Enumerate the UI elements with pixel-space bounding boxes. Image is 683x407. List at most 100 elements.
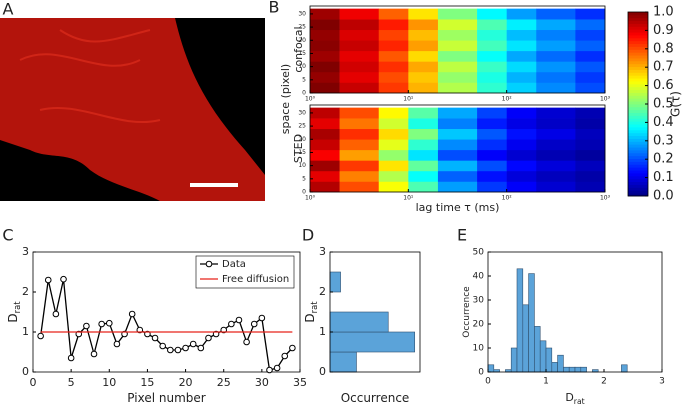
x-tick-label: 10 xyxy=(102,376,116,389)
heatmap-cell xyxy=(437,128,478,140)
data-point xyxy=(273,364,281,372)
heatmap-cell xyxy=(339,40,380,52)
x-axis-label: lag time τ (ms) xyxy=(416,201,500,214)
x-tick-label: 25 xyxy=(217,376,231,389)
label-text: D xyxy=(565,391,573,404)
heatmap-cell xyxy=(536,71,576,83)
heatmap-cell xyxy=(408,170,439,182)
heatmap-cell xyxy=(536,19,576,31)
data-point xyxy=(228,320,235,328)
scale-bar xyxy=(190,183,238,187)
colorbar-tick-label: 0.2 xyxy=(653,152,674,167)
x-tick-label: 2 xyxy=(601,377,607,387)
colorbar-slice xyxy=(628,144,648,148)
heatmap-cell xyxy=(477,19,507,31)
heatmap-cell xyxy=(310,40,340,52)
colorbar-slice xyxy=(628,178,648,183)
heatmap-cell xyxy=(339,107,380,119)
colorbar-slice xyxy=(628,32,648,36)
data-point xyxy=(205,334,212,342)
heatmap-cell xyxy=(575,170,606,182)
x-tick-label: 30 xyxy=(255,376,269,389)
colorbar-slice xyxy=(628,40,648,45)
histogram-bar xyxy=(563,366,570,373)
heatmap-cell xyxy=(378,149,409,161)
colorbar-slice xyxy=(628,147,648,151)
colorbar-slice xyxy=(628,138,648,142)
heatmap-cell xyxy=(536,149,576,161)
colorbar-slice xyxy=(628,132,648,137)
colorbar-slice xyxy=(628,170,648,174)
colorbar-slice xyxy=(628,78,648,82)
y-tick-label: 3 xyxy=(22,245,29,258)
colorbar-slice xyxy=(628,167,648,171)
heatmap-cell xyxy=(477,181,507,193)
x-tick-label: 10² xyxy=(502,195,513,202)
heatmap-cell xyxy=(477,107,507,119)
heatmap-cell xyxy=(339,160,380,172)
legend-label: Free diffusion xyxy=(222,274,289,285)
data-point xyxy=(52,310,60,318)
y-tick-label: 1 xyxy=(22,325,29,338)
heatmap-cell xyxy=(437,29,478,41)
colorbar-slice xyxy=(628,89,648,93)
data-point xyxy=(128,310,136,318)
colorbar-slice xyxy=(628,193,648,197)
heatmap-cell xyxy=(310,181,340,193)
histogram-bar xyxy=(329,331,416,353)
label-text: Pixel number xyxy=(127,391,205,405)
heatmap-cell xyxy=(408,181,439,193)
colorbar-slice xyxy=(628,52,648,56)
heatmap-cell xyxy=(437,19,478,31)
heatmap-cell xyxy=(575,8,606,20)
colorbar-slice xyxy=(628,161,648,165)
y-tick-label: 15 xyxy=(298,149,306,156)
heatmap-cell xyxy=(506,139,537,151)
heatmap-cell xyxy=(506,8,537,20)
label-subscript: rat xyxy=(12,301,22,314)
heatmap-cell xyxy=(506,19,537,31)
colorbar-tick-label: 0.7 xyxy=(653,60,674,75)
heatmap-cell xyxy=(310,118,340,130)
heatmap-cell xyxy=(378,50,409,62)
colorbar-slice xyxy=(628,175,648,180)
heatmap-cell xyxy=(477,71,507,83)
heatmap-cell xyxy=(378,40,409,52)
y-tick-label: 20 xyxy=(473,320,485,330)
label-text: Occurrence xyxy=(462,286,472,338)
axes-frame xyxy=(309,104,606,193)
histogram-bar xyxy=(568,366,576,373)
histogram-bar xyxy=(574,366,582,373)
heatmap-cell xyxy=(310,50,340,62)
heatmap-cell xyxy=(437,8,478,20)
histogram-bar xyxy=(329,351,357,373)
heatmap-cell xyxy=(575,181,606,193)
heatmap-cell xyxy=(408,50,439,62)
panel-label: E xyxy=(457,226,467,245)
y-tick-label: 25 xyxy=(298,123,306,130)
y-axis-label: Drat xyxy=(6,301,22,323)
colorbar-slice xyxy=(628,118,648,122)
heatmap-cell xyxy=(477,8,507,20)
x-tick-label: 20 xyxy=(179,376,193,389)
heatmap-cell xyxy=(506,71,537,83)
colorbar-slice xyxy=(628,121,648,125)
data-point xyxy=(281,352,289,360)
legend-marker xyxy=(205,260,213,268)
heatmap-cell xyxy=(378,19,409,31)
colorbar-slice xyxy=(628,55,648,59)
data-point xyxy=(151,334,159,342)
data-point xyxy=(189,340,197,348)
data-point xyxy=(44,276,52,284)
data-point xyxy=(235,316,243,324)
heatmap-cell xyxy=(477,170,507,182)
heatmap-cell xyxy=(408,71,439,83)
heatmap-cell xyxy=(506,107,537,119)
heatmap-cell xyxy=(339,149,380,161)
histogram-bar xyxy=(580,366,587,373)
heatmap-cell xyxy=(575,128,606,140)
x-tick-label: 35 xyxy=(293,376,307,389)
heatmap-cell xyxy=(536,181,576,193)
colorbar-slice xyxy=(628,17,648,22)
colorbar-slice xyxy=(628,101,648,105)
